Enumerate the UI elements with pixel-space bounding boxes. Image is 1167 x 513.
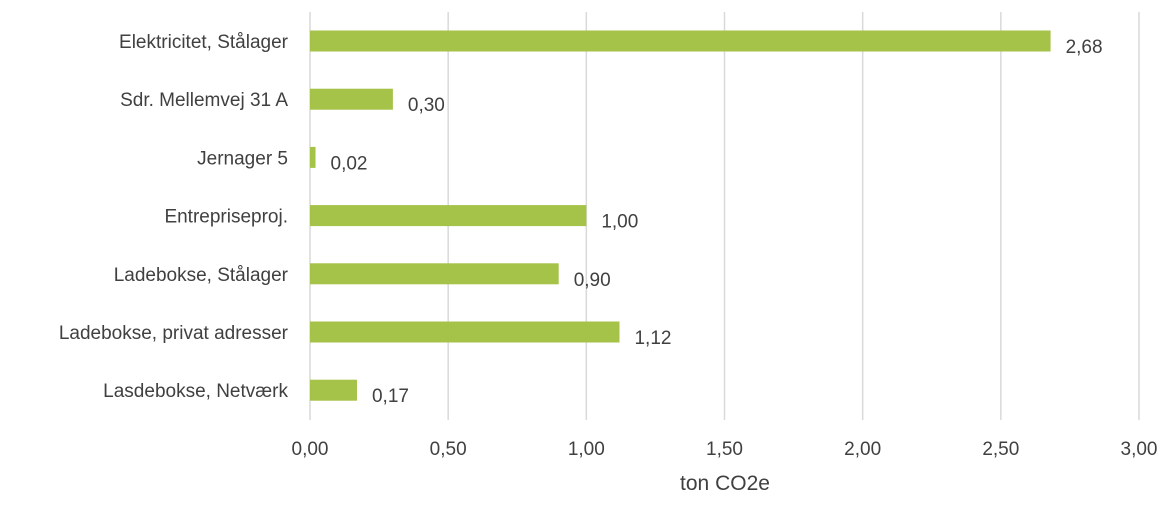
x-tick-label: 1,50 (706, 439, 743, 460)
bar (310, 30, 1051, 52)
x-axis-title: ton CO2e (680, 472, 770, 495)
bar (310, 379, 357, 401)
data-labels: 2,68 0,30 0,02 1,00 0,90 1,12 0,17 (331, 37, 1103, 407)
data-label: 0,02 (331, 153, 368, 174)
x-tick-label: 2,50 (982, 439, 1019, 460)
category-label: Elektricitet, Stålager (119, 32, 289, 53)
category-label: Lasdebokse, Netværk (103, 381, 288, 402)
bar (310, 321, 620, 343)
bar (310, 205, 587, 227)
data-label: 0,17 (372, 386, 409, 407)
bar (310, 146, 316, 168)
category-label: Ladebokse, Stålager (114, 265, 289, 286)
bar (310, 88, 393, 110)
x-tick-label: 1,00 (568, 439, 605, 460)
x-tick-label: 2,00 (844, 439, 881, 460)
data-label: 1,12 (634, 328, 671, 349)
category-label: Jernager 5 (197, 148, 288, 169)
data-label: 0,90 (574, 270, 611, 291)
category-labels: Elektricitet, Stålager Sdr. Mellemvej 31 … (59, 32, 289, 402)
data-label: 2,68 (1066, 37, 1103, 58)
data-label: 1,00 (601, 212, 638, 233)
category-label: Ladebokse, privat adresser (59, 323, 289, 344)
data-label: 0,30 (408, 95, 445, 116)
x-tick-label: 0,00 (292, 439, 329, 460)
x-tick-label: 0,50 (430, 439, 467, 460)
x-tick-labels: 0,00 0,50 1,00 1,50 2,00 2,50 3,00 (292, 439, 1158, 460)
category-label: Entrepriseproj. (164, 207, 288, 228)
bars (310, 30, 1051, 401)
category-label: Sdr. Mellemvej 31 A (120, 90, 288, 111)
x-tick-label: 3,00 (1121, 439, 1158, 460)
bar (310, 263, 559, 285)
